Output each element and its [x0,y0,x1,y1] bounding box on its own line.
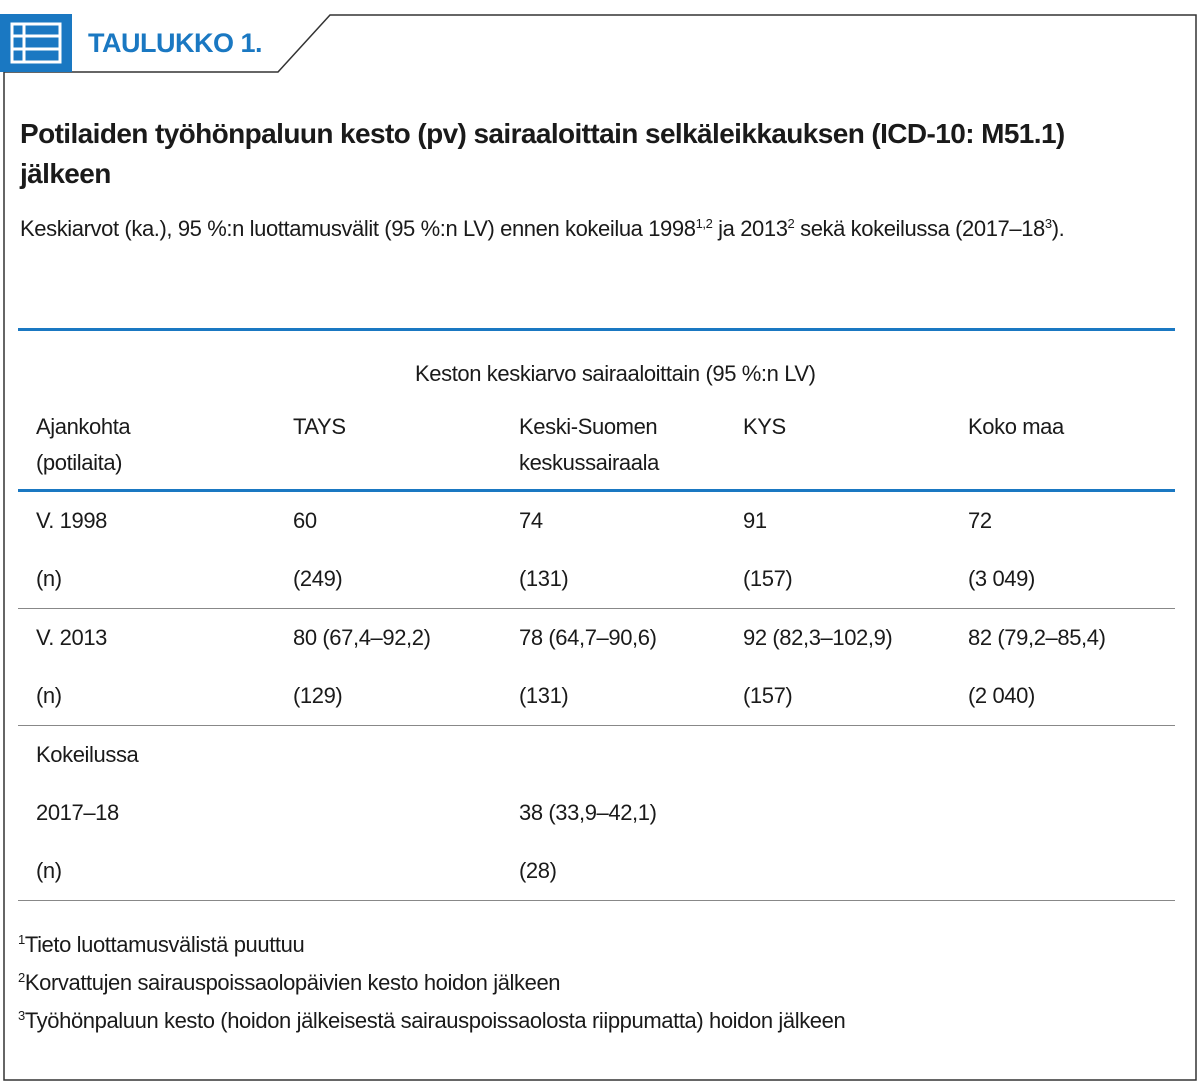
data-row: Kokeilussa [18,726,1175,785]
empty-cell [743,726,968,785]
footnote-text: Korvattujen sairauspoissaolopäivien kest… [24,970,561,995]
footnote: 2Korvattujen sairauspoissaolopäivien kes… [18,964,845,1002]
cell: (28) [519,842,743,901]
data-row: V. 2013 80 (67,4–92,2) 78 (64,7–90,6) 92 (8… [18,609,1175,668]
data-row: V. 1998 60 74 91 72 [18,491,1175,551]
data-row: 2017–18 38 (33,9–42,1) [18,784,1175,842]
cell: (131) [519,667,743,726]
empty-cell [968,784,1175,842]
cell: (157) [743,550,968,609]
header-cell: TAYS [293,409,519,492]
empty-cell [293,784,519,842]
cell: V. 1998 [36,508,108,533]
subtitle: Keskiarvot (ka.), 95 %:n luottamusvälit … [20,210,1110,248]
footnote-text: Tieto luottamusvälistä puuttuu [24,932,305,957]
column-header: Koko maa [968,414,1064,439]
cell: 78 (64,7–90,6) [519,625,657,650]
footnote-mark: 3 [18,1008,25,1023]
cell: 80 (67,4–92,2) [293,625,431,650]
cell: (131) [519,550,743,609]
column-header: KYS [743,414,786,439]
subtitle-text: ). [1051,216,1065,241]
cell: (3 049) [968,550,1176,609]
superscript: 3 [1044,216,1052,231]
group-header: Keston keskiarvo sairaaloittain (95 %:n … [415,361,816,386]
cell: 74 [519,508,543,533]
cell: (157) [743,667,968,726]
data-row: (n) (249) (131) (157) (3 049) [18,550,1176,609]
cell: (2 040) [968,667,1176,726]
empty-cell [293,726,519,785]
cell: V. 2013 [36,625,108,650]
cell: 38 (33,9–42,1) [519,800,657,825]
data-table: Keston keskiarvo sairaaloittain (95 %:n … [18,328,1176,901]
footnote: 1Tieto luottamusvälistä puuttuu [18,926,845,964]
footnote-mark: 2 [18,970,25,985]
cell: 92 (82,3–102,9) [743,625,893,650]
empty-cell [293,842,519,901]
group-header-row: Keston keskiarvo sairaaloittain (95 %:n … [18,330,1175,410]
cell: 91 [743,508,767,533]
column-header: Keski-Suomen keskussairaala [519,414,659,475]
header-cell: Keski-Suomen keskussairaala [519,409,743,492]
header-cell: Koko maa [968,409,1176,492]
column-header: TAYS [293,414,346,439]
empty-cell [519,726,743,785]
table-label: TAULUKKO 1. [88,28,263,58]
superscript: 1,2 [695,216,713,231]
data-row: (n) (28) [18,842,1176,901]
data-row: (n) (129) (131) (157) (2 040) [18,667,1176,726]
cell: 60 [293,508,317,533]
empty-cell [743,784,968,842]
icon-lines [10,22,62,64]
cell: (129) [293,667,519,726]
header-cell: Ajankohta (potilaita) [18,409,293,492]
footnote-mark: 1 [18,932,25,947]
cell: (n) [18,550,293,609]
empty-cell [968,726,1175,785]
header-cell: KYS [743,409,968,492]
cell: Kokeilussa [36,742,139,767]
frame-outline [3,14,1197,1081]
subtitle-text: sekä kokeilussa (2017–18 [794,216,1045,241]
empty-cell [968,842,1176,901]
cell: (n) [18,842,293,901]
subtitle-text: Keskiarvot (ka.), 95 %:n luottamusvälit … [20,216,696,241]
footnotes: 1Tieto luottamusvälistä puuttuu 2Korvattu… [18,926,846,1040]
footnote: 3Työhönpaluun kesto (hoidon jälkeisestä … [18,1002,846,1040]
column-header: Ajankohta (potilaita) [36,414,131,475]
cell: 2017–18 [36,800,119,825]
cell: (249) [293,550,519,609]
cell: 82 (79,2–85,4) [968,625,1106,650]
footnote-text: Työhönpaluun kesto (hoidon jälkeisestä s… [24,1008,846,1033]
cell: (n) [18,667,293,726]
empty-cell [743,842,968,901]
title: Potilaiden työhönpaluun kesto (pv) saira… [20,118,1065,189]
cell [18,330,293,410]
superscript: 2 [787,216,795,231]
cell: 72 [968,508,992,533]
header-row: Ajankohta (potilaita) TAYS Keski-Suomen ke… [18,409,1176,492]
subtitle-text: ja 2013 [712,216,788,241]
